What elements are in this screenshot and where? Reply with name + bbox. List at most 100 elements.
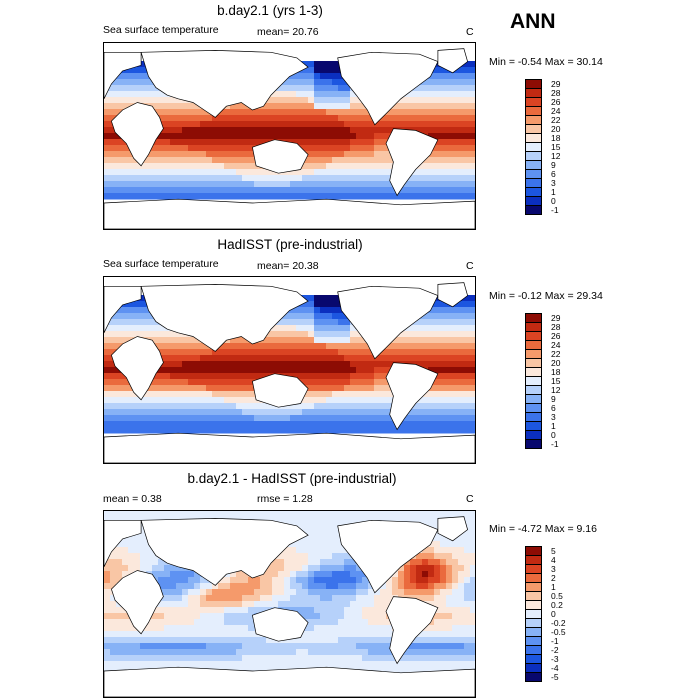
field-cell xyxy=(260,187,267,194)
field-cell xyxy=(206,157,213,164)
field-cell xyxy=(368,391,375,398)
field-cell xyxy=(134,313,141,320)
field-cell xyxy=(434,421,441,428)
field-cell xyxy=(452,331,459,338)
field-cell xyxy=(116,385,123,392)
field-cell xyxy=(188,187,195,194)
field-cell xyxy=(332,397,339,404)
field-cell xyxy=(446,85,453,92)
field-cell xyxy=(146,661,153,668)
field-cell xyxy=(464,589,471,596)
field-cell xyxy=(200,115,207,122)
field-cell xyxy=(116,169,123,176)
field-cell xyxy=(236,511,243,518)
field-cell xyxy=(188,655,195,662)
field-cell xyxy=(284,655,291,662)
field-cell xyxy=(344,661,351,668)
field-cell xyxy=(104,157,111,164)
field-cell xyxy=(458,367,465,374)
field-cell xyxy=(338,577,345,584)
colorbar-tick-label: 5 xyxy=(551,546,556,556)
field-cell xyxy=(362,139,369,146)
field-cell xyxy=(290,337,297,344)
field-cell xyxy=(362,145,369,152)
field-cell xyxy=(296,361,303,368)
field-cell xyxy=(242,427,249,434)
field-cell xyxy=(290,409,297,416)
field-cell xyxy=(254,643,261,650)
field-cell xyxy=(200,343,207,350)
field-cell xyxy=(278,115,285,122)
field-cell xyxy=(434,331,441,338)
field-cell xyxy=(356,361,363,368)
field-cell xyxy=(122,661,129,668)
field-cell xyxy=(434,625,441,632)
field-cell xyxy=(452,553,459,560)
field-cell xyxy=(362,409,369,416)
field-cell xyxy=(338,193,345,200)
field-cell xyxy=(248,109,255,116)
field-cell xyxy=(134,79,141,86)
field-cell xyxy=(302,601,309,608)
field-cell xyxy=(242,181,249,188)
field-cell xyxy=(428,421,435,428)
field-cell xyxy=(206,589,213,596)
field-cell xyxy=(458,613,465,620)
field-cell xyxy=(362,643,369,650)
field-cell xyxy=(302,319,309,326)
field-cell xyxy=(440,649,447,656)
field-cell xyxy=(224,613,231,620)
field-cell xyxy=(356,337,363,344)
field-cell xyxy=(236,403,243,410)
field-cell xyxy=(350,577,357,584)
field-cell xyxy=(170,655,177,662)
field-cell xyxy=(338,547,345,554)
field-cell xyxy=(398,103,405,110)
field-cell xyxy=(278,415,285,422)
field-cell xyxy=(320,607,327,614)
field-cell xyxy=(104,427,111,434)
field-cell xyxy=(236,115,243,122)
field-cell xyxy=(188,169,195,176)
field-cell xyxy=(362,163,369,170)
field-cell xyxy=(176,595,183,602)
field-cell xyxy=(464,319,471,326)
field-cell xyxy=(422,595,429,602)
field-cell xyxy=(350,193,357,200)
field-cell xyxy=(326,97,333,104)
field-cell xyxy=(260,655,267,662)
field-cell xyxy=(224,625,231,632)
field-cell xyxy=(314,631,321,638)
field-cell xyxy=(458,193,465,200)
field-cell xyxy=(248,139,255,146)
field-cell xyxy=(206,355,213,362)
field-cell xyxy=(464,355,471,362)
field-cell xyxy=(182,643,189,650)
field-cell xyxy=(248,391,255,398)
field-cell xyxy=(272,655,279,662)
field-cell xyxy=(158,151,165,158)
field-cell xyxy=(236,661,243,668)
field-cell xyxy=(320,355,327,362)
field-cell xyxy=(320,559,327,566)
field-cell xyxy=(314,511,321,518)
field-cell xyxy=(248,601,255,608)
field-cell xyxy=(224,193,231,200)
field-cell xyxy=(296,577,303,584)
field-cell xyxy=(344,103,351,110)
continent-outline xyxy=(110,570,164,635)
field-cell xyxy=(296,511,303,518)
field-cell xyxy=(350,163,357,170)
field-cell xyxy=(218,187,225,194)
field-cell xyxy=(440,85,447,92)
field-cell xyxy=(464,571,471,578)
field-cell xyxy=(434,193,441,200)
field-cell xyxy=(212,367,219,374)
field-cell xyxy=(314,85,321,92)
field-cell xyxy=(362,175,369,182)
field-cell xyxy=(320,553,327,560)
field-cell xyxy=(272,133,279,140)
field-cell xyxy=(422,163,429,170)
field-cell xyxy=(158,373,165,380)
field-cell xyxy=(440,367,447,374)
